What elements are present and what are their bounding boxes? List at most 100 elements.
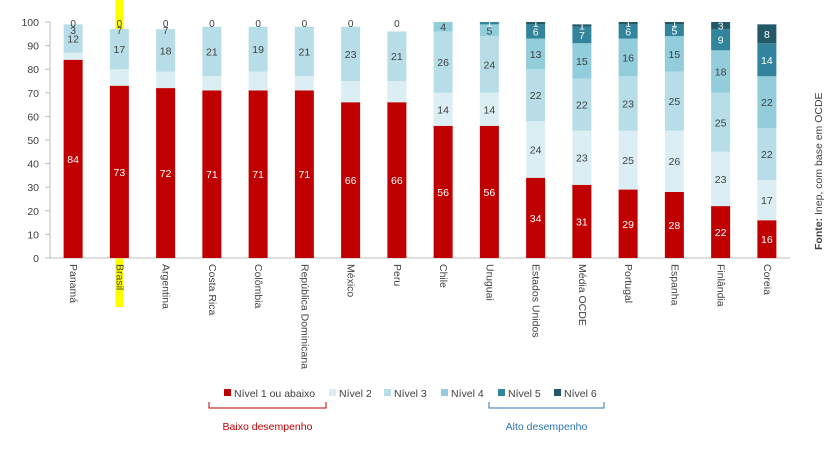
- bar-uruguai-nivel-4: [479, 24, 499, 37]
- bar-portugal-nivel-4: [618, 38, 638, 77]
- bar-chile-nivel-1-ou-abaixo: [433, 125, 453, 258]
- category-label: Chile: [437, 264, 449, 288]
- group-bracket-alto-desempenho: [488, 402, 605, 409]
- bar-estados-unidos-nivel-5: [526, 24, 546, 39]
- data-label: 73: [114, 167, 126, 179]
- bar-espanha-nivel-3: [664, 71, 684, 131]
- bar-media-ocde-nivel-3: [572, 78, 592, 131]
- bar-coreia-nivel-5: [757, 43, 777, 77]
- bar-republica-dominicana-nivel-2: [294, 76, 314, 91]
- bar-brasil-nivel-1-ou-abaixo: [109, 85, 129, 258]
- data-label: 72: [160, 168, 172, 180]
- data-label: 16: [761, 234, 773, 246]
- bar-brasil-nivel-3: [109, 29, 129, 70]
- data-label: 8: [764, 29, 770, 41]
- bar-finlandia-nivel-3: [711, 92, 731, 152]
- data-label: 12: [67, 34, 79, 46]
- bars: 8412037317077218077121071190712106623066…: [63, 18, 777, 259]
- bar-costa-rica-nivel-3: [202, 26, 222, 77]
- data-label: 24: [530, 144, 542, 156]
- data-label-top: 0: [255, 19, 261, 30]
- category-label: México: [345, 264, 357, 297]
- data-label: 14: [761, 55, 773, 67]
- bar-portugal-nivel-5: [618, 24, 638, 39]
- bar-brasil-nivel-2: [109, 69, 129, 86]
- legend-swatch-nivel-3: [384, 389, 391, 396]
- data-label: 3: [718, 21, 724, 33]
- bar-uruguai-nivel-1-ou-abaixo: [479, 125, 499, 258]
- data-label: 26: [437, 57, 449, 69]
- data-label: 25: [669, 96, 681, 108]
- bar-media-ocde-nivel-6: [572, 24, 592, 27]
- data-label: 25: [715, 117, 727, 129]
- bar-costa-rica-nivel-2: [202, 76, 222, 91]
- data-label: 56: [437, 187, 449, 199]
- data-label: 15: [669, 49, 681, 61]
- data-label: 14: [484, 104, 496, 116]
- category-label: Média OCDE: [576, 264, 588, 326]
- bar-argentina-nivel-1-ou-abaixo: [156, 88, 176, 258]
- bar-espanha-nivel-2: [664, 130, 684, 192]
- data-label: 13: [530, 49, 542, 61]
- data-label: 15: [576, 56, 588, 68]
- data-label-top: 7: [163, 26, 169, 37]
- bar-panama-nivel-3: [63, 24, 83, 53]
- data-label-top: 7: [117, 26, 123, 37]
- data-label: 56: [484, 187, 496, 199]
- bar-finlandia-nivel-4: [711, 50, 731, 93]
- data-label: 84: [67, 154, 79, 166]
- data-label: 34: [530, 213, 542, 225]
- data-label-top: 0: [70, 19, 76, 30]
- legend-label-nivel-3: Nível 3: [394, 388, 427, 400]
- group-label-alto-desempenho: Alto desempenho: [506, 421, 588, 433]
- category-label: Brasil: [113, 264, 125, 290]
- y-tick-label: 80: [27, 64, 39, 76]
- data-label: 29: [622, 219, 634, 231]
- data-label: 21: [391, 51, 403, 63]
- data-label-top: 3: [70, 26, 76, 37]
- bar-media-ocde-nivel-2: [572, 130, 592, 185]
- category-label: Portugal: [622, 264, 634, 303]
- data-label: 23: [345, 49, 357, 61]
- data-label: 66: [345, 175, 357, 187]
- category-label: Finlândia: [715, 264, 727, 307]
- data-label: 1: [486, 18, 492, 30]
- bar-republica-dominicana-nivel-3: [294, 26, 314, 77]
- data-label: 6: [533, 26, 539, 38]
- bar-uruguai-nivel-2: [479, 92, 499, 126]
- bar-peru-nivel-2: [387, 81, 407, 103]
- bar-finlandia-nivel-2: [711, 151, 731, 207]
- data-label-top: 0: [163, 19, 169, 30]
- data-label: 1: [533, 18, 539, 30]
- category-label: República Dominicana: [298, 264, 310, 369]
- bar-coreia-nivel-3: [757, 128, 777, 181]
- data-label: 28: [669, 220, 681, 232]
- data-label-top: 0: [302, 19, 308, 30]
- bar-uruguai-nivel-3: [479, 36, 499, 93]
- legend-label-nivel-2: Nível 2: [339, 388, 372, 400]
- bar-portugal-nivel-3: [618, 76, 638, 131]
- data-label: 31: [576, 216, 588, 228]
- legend-swatch-nivel-4: [441, 389, 448, 396]
- bar-chile-nivel-4: [433, 22, 453, 32]
- y-tick-label: 40: [27, 159, 39, 171]
- data-label-top: 0: [394, 19, 400, 30]
- source-text: Inep, com base em OCDE: [813, 92, 825, 217]
- y-tick-label: 100: [21, 17, 39, 29]
- bar-panama-nivel-2: [63, 52, 83, 60]
- bar-republica-dominicana-nivel-1-ou-abaixo: [294, 90, 314, 258]
- legend: Nível 1 ou abaixo Nível 2 Nível 3 Nível 4 Ní…: [224, 388, 597, 400]
- legend-label-nivel-6: Nível 6: [564, 388, 597, 400]
- data-label: 26: [669, 156, 681, 168]
- data-label: 22: [530, 90, 542, 102]
- legend-label-nivel-1-ou-abaixo: Nível 1 ou abaixo: [234, 388, 315, 400]
- category-label: Colômbia: [252, 264, 264, 309]
- bar-panama-nivel-1-ou-abaixo: [63, 59, 83, 259]
- bar-estados-unidos-nivel-1-ou-abaixo: [526, 177, 546, 258]
- data-label: 6: [625, 26, 631, 38]
- data-label: 9: [718, 35, 724, 47]
- data-label: 1: [579, 21, 585, 33]
- data-label: 18: [160, 45, 172, 57]
- data-label: 71: [252, 169, 264, 181]
- bar-coreia-nivel-2: [757, 180, 777, 221]
